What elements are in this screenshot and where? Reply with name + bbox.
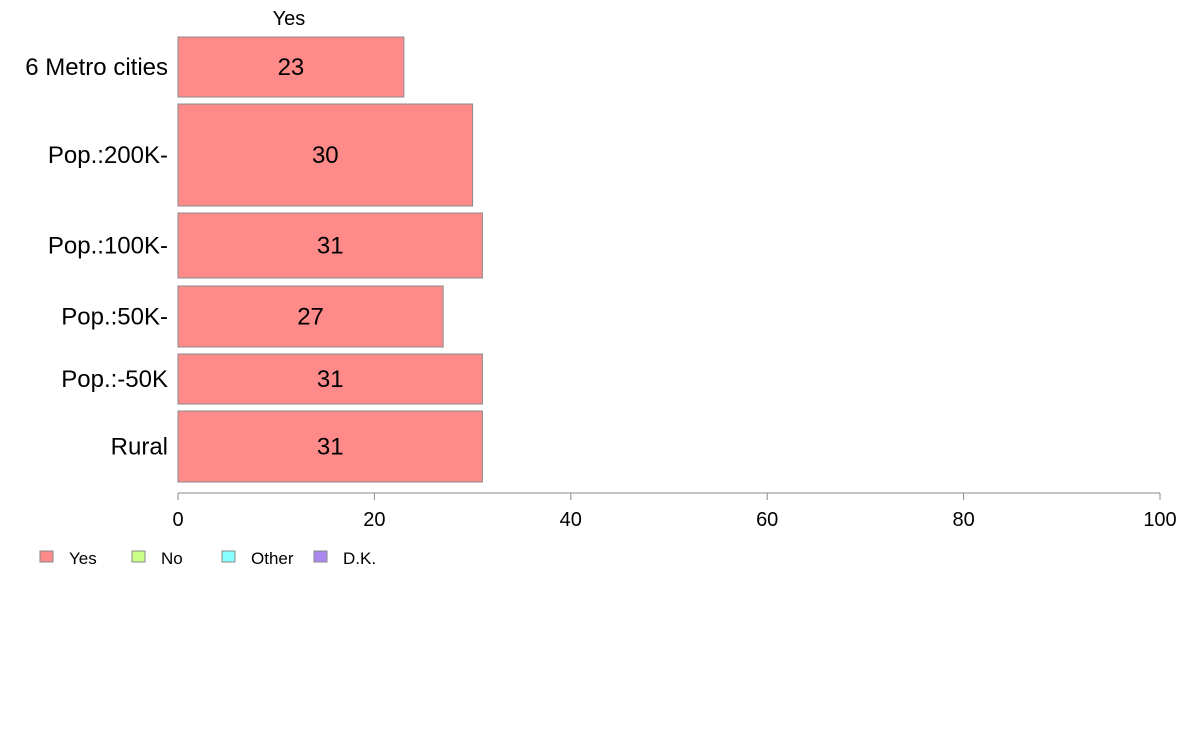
category-label: Pop.:50K- xyxy=(61,304,168,331)
data-label: 30 xyxy=(312,142,339,169)
legend-label: No xyxy=(161,549,183,568)
x-tick-label: 100 xyxy=(1143,509,1176,531)
data-label: 23 xyxy=(278,54,305,81)
x-tick-label: 20 xyxy=(363,509,385,531)
bar xyxy=(177,36,405,98)
x-tick-label: 0 xyxy=(172,509,183,531)
category-label: 6 Metro cities xyxy=(25,54,168,81)
legend: Yes No Other D.K. xyxy=(39,549,376,568)
category-label: Pop.:200K- xyxy=(48,142,168,169)
bar xyxy=(177,410,483,483)
legend-label: D.K. xyxy=(343,549,376,568)
category-label: Rural xyxy=(111,434,168,461)
category-label: Pop.:-50K xyxy=(61,366,168,393)
category-label: Pop.:100K- xyxy=(48,233,168,260)
data-label: 31 xyxy=(317,366,344,393)
legend-swatch xyxy=(221,550,236,563)
x-tick-label: 80 xyxy=(952,509,974,531)
data-label: 27 xyxy=(297,304,324,331)
series-title: Yes xyxy=(273,8,306,30)
bar xyxy=(177,353,483,405)
bar xyxy=(177,212,483,279)
data-label: 31 xyxy=(317,233,344,260)
bars: 23 30 31 27 31 31 xyxy=(177,36,483,483)
legend-label: Other xyxy=(251,549,294,568)
x-tick-label: 40 xyxy=(560,509,582,531)
legend-swatch xyxy=(313,550,328,563)
bar xyxy=(177,285,444,348)
legend-swatch xyxy=(131,550,146,563)
x-axis: 0 20 40 60 80 100 xyxy=(172,492,1177,531)
x-tick-label: 60 xyxy=(756,509,778,531)
category-labels: 6 Metro cities Pop.:200K- Pop.:100K- Pop.:5… xyxy=(25,54,168,461)
legend-label: Yes xyxy=(69,549,97,568)
data-label: 31 xyxy=(317,434,344,461)
legend-swatch xyxy=(39,550,54,563)
bar xyxy=(177,103,474,207)
